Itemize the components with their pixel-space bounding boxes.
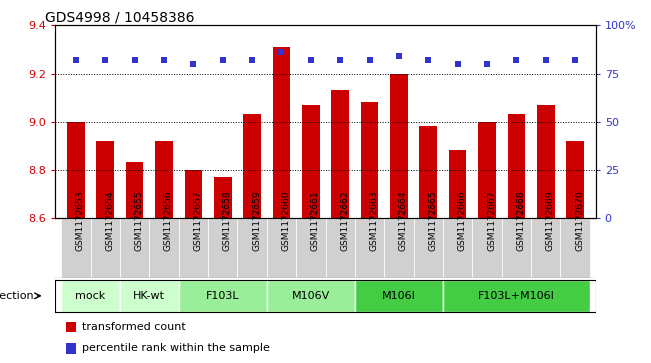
Bar: [61, 218, 90, 278]
Bar: [184, 170, 202, 218]
Point: [71, 57, 81, 63]
Bar: [126, 163, 143, 218]
Bar: [273, 47, 290, 218]
Point: [100, 57, 111, 63]
Bar: [67, 122, 85, 218]
Bar: [66, 343, 76, 354]
Bar: [355, 218, 384, 278]
Bar: [531, 218, 561, 278]
Text: percentile rank within the sample: percentile rank within the sample: [82, 343, 270, 353]
Bar: [413, 218, 443, 278]
Text: F103L+M106I: F103L+M106I: [478, 291, 555, 301]
Bar: [361, 102, 378, 218]
Text: HK-wt: HK-wt: [133, 291, 165, 301]
Bar: [178, 218, 208, 278]
Bar: [296, 218, 326, 278]
Point: [394, 53, 404, 59]
Bar: [384, 218, 413, 278]
Point: [159, 57, 169, 63]
Bar: [473, 218, 502, 278]
Bar: [208, 218, 238, 278]
Text: GSM1172659: GSM1172659: [252, 191, 261, 251]
Bar: [478, 122, 496, 218]
Text: GSM1172670: GSM1172670: [575, 191, 584, 251]
Text: GSM1172658: GSM1172658: [223, 191, 232, 251]
Point: [511, 57, 521, 63]
Bar: [443, 218, 473, 278]
Text: M106V: M106V: [292, 291, 330, 301]
Text: GSM1172662: GSM1172662: [340, 191, 349, 251]
Text: GSM1172657: GSM1172657: [193, 191, 202, 251]
Bar: [355, 280, 443, 312]
Text: M106I: M106I: [382, 291, 416, 301]
Text: F103L: F103L: [206, 291, 240, 301]
Bar: [90, 218, 120, 278]
Text: GSM1172663: GSM1172663: [370, 191, 378, 251]
Point: [540, 57, 551, 63]
Bar: [561, 218, 590, 278]
Point: [335, 57, 346, 63]
Text: transformed count: transformed count: [82, 322, 186, 332]
Text: GDS4998 / 10458386: GDS4998 / 10458386: [44, 10, 194, 24]
Bar: [502, 218, 531, 278]
Bar: [96, 141, 114, 218]
Text: GSM1172655: GSM1172655: [135, 191, 144, 251]
Point: [452, 61, 463, 67]
Bar: [326, 218, 355, 278]
Bar: [443, 280, 590, 312]
Bar: [61, 280, 120, 312]
Text: GSM1172667: GSM1172667: [487, 191, 496, 251]
Bar: [214, 177, 232, 218]
Point: [217, 57, 228, 63]
Bar: [508, 114, 525, 218]
Bar: [155, 141, 173, 218]
Bar: [566, 141, 584, 218]
Text: mock: mock: [76, 291, 105, 301]
Point: [276, 49, 286, 55]
Text: GSM1172653: GSM1172653: [76, 191, 85, 251]
Point: [365, 57, 375, 63]
Text: GSM1172661: GSM1172661: [311, 191, 320, 251]
Text: GSM1172666: GSM1172666: [458, 191, 467, 251]
Text: GSM1172664: GSM1172664: [399, 191, 408, 251]
Bar: [149, 218, 178, 278]
Text: GSM1172654: GSM1172654: [105, 191, 115, 251]
Bar: [390, 74, 408, 218]
Bar: [238, 218, 267, 278]
Point: [188, 61, 199, 67]
Bar: [449, 150, 467, 218]
Bar: [419, 126, 437, 218]
Bar: [537, 105, 555, 218]
Point: [247, 57, 257, 63]
Bar: [267, 280, 355, 312]
Point: [305, 57, 316, 63]
Text: GSM1172668: GSM1172668: [516, 191, 525, 251]
Bar: [243, 114, 261, 218]
Text: infection: infection: [0, 291, 34, 301]
Bar: [66, 322, 76, 333]
Point: [482, 61, 492, 67]
Point: [423, 57, 434, 63]
Bar: [120, 280, 178, 312]
Text: GSM1172669: GSM1172669: [546, 191, 555, 251]
Bar: [331, 90, 349, 218]
Point: [570, 57, 580, 63]
Bar: [267, 218, 296, 278]
Bar: [120, 218, 149, 278]
Bar: [178, 280, 267, 312]
Text: GSM1172660: GSM1172660: [281, 191, 290, 251]
Bar: [302, 105, 320, 218]
Text: GSM1172656: GSM1172656: [164, 191, 173, 251]
Text: GSM1172665: GSM1172665: [428, 191, 437, 251]
Point: [130, 57, 140, 63]
